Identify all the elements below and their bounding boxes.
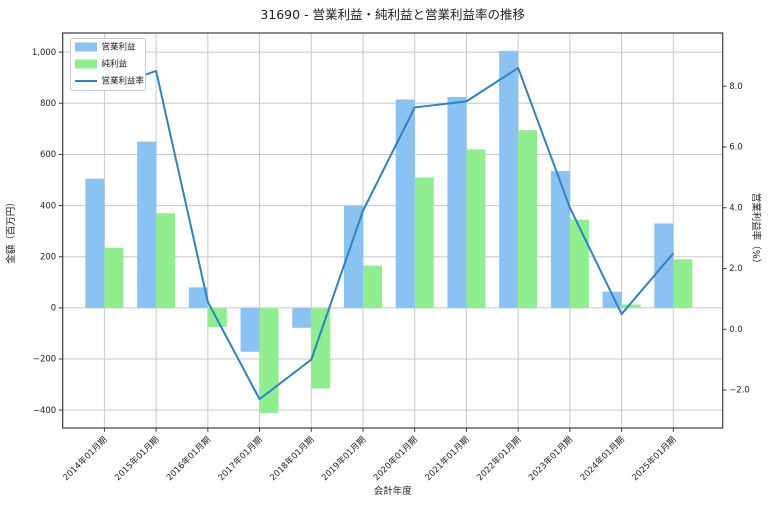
x-axis-label: 会計年度 — [374, 485, 413, 497]
left-tick-label: 400 — [40, 201, 56, 211]
legend-label: 営業利益率 — [102, 76, 145, 87]
bar-net-profit-2023 — [569, 219, 589, 308]
bar-net-profit-2015 — [156, 213, 176, 308]
operating-margin-line — [104, 66, 675, 401]
legend-swatch-operating-profit — [75, 42, 97, 52]
bar-net-profit-2019 — [363, 265, 382, 308]
bar-operating-profit-2015 — [137, 141, 157, 308]
right-tick-label: 8.0 — [729, 82, 743, 92]
bars — [85, 50, 693, 414]
left-tick-label: 200 — [40, 252, 56, 262]
bar-net-profit-2016 — [207, 307, 227, 328]
bar-net-profit-2018 — [311, 307, 331, 389]
left-tick-label: 0 — [51, 304, 56, 314]
right-tick-label: 6.0 — [729, 143, 743, 153]
left-axis-label: 金額（百万円） — [5, 197, 17, 264]
left-tick-label: 600 — [40, 150, 56, 160]
bar-operating-profit-2014 — [85, 178, 105, 308]
legend-label: 純利益 — [102, 59, 128, 70]
left-tick-label: 800 — [40, 99, 56, 109]
bar-net-profit-2024 — [621, 304, 641, 308]
bar-operating-profit-2020 — [395, 99, 415, 308]
bar-net-profit-2021 — [466, 149, 486, 308]
right-tick-label: 4.0 — [729, 203, 743, 213]
right-tick-label: −2.0 — [729, 386, 750, 396]
right-axis-label: 営業利益率（%） — [750, 193, 762, 269]
legend-swatch-net-profit — [75, 59, 97, 69]
bar-operating-profit-2019 — [344, 205, 363, 308]
bar-net-profit-2020 — [414, 177, 434, 308]
bar-net-profit-2014 — [104, 247, 124, 308]
bar-operating-profit-2018 — [292, 307, 312, 328]
bar-net-profit-2025 — [673, 259, 693, 308]
left-tick-label: 1,000 — [32, 48, 56, 58]
left-tick-label: −200 — [33, 355, 56, 365]
right-tick-label: 2.0 — [729, 264, 743, 274]
bar-operating-profit-2017 — [240, 307, 260, 352]
bar-net-profit-2017 — [259, 307, 279, 414]
bar-operating-profit-2022 — [499, 50, 519, 308]
legend-label: 営業利益 — [102, 42, 137, 53]
left-tick-label: −400 — [33, 406, 56, 416]
bar-operating-profit-2023 — [550, 171, 570, 308]
chart-title: 31690 - 営業利益・純利益と営業利益率の推移 — [260, 7, 525, 22]
right-tick-label: 0.0 — [729, 325, 743, 335]
bar-operating-profit-2016 — [188, 287, 208, 308]
plot-border — [62, 32, 724, 429]
bar-net-profit-2022 — [518, 130, 538, 308]
bar-operating-profit-2021 — [447, 96, 467, 308]
